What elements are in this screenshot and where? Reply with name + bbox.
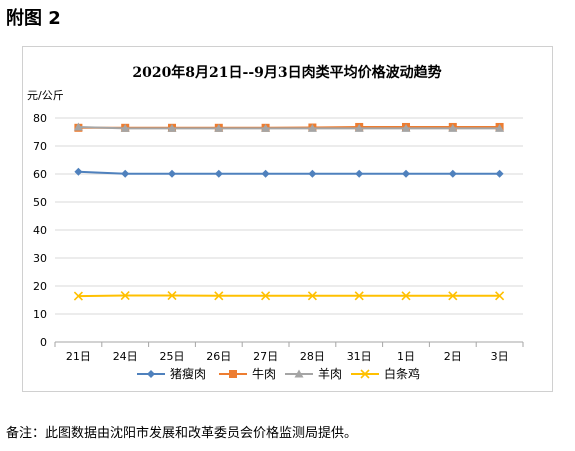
y-tick-label: 30	[33, 252, 47, 265]
data-point-marker	[167, 290, 177, 301]
data-point-marker	[401, 291, 411, 301]
legend-item: 羊肉	[285, 366, 342, 381]
marker-stroke	[214, 291, 224, 301]
marker-stroke	[448, 291, 458, 301]
data-point-marker	[74, 167, 83, 176]
data-point-marker	[229, 370, 237, 378]
x-tick-label: 26日	[206, 350, 231, 363]
data-point-marker	[360, 369, 370, 379]
line-chart: 2020年8月21日--9月3日肉类平均价格波动趋势 元/公斤 0 10 20 30 4…	[27, 64, 524, 381]
data-point-marker	[214, 169, 223, 178]
series-line	[78, 170, 500, 175]
data-point-marker	[73, 291, 83, 301]
x-tick-label: 31日	[347, 350, 372, 363]
series-0	[74, 167, 504, 178]
chart-title: 2020年8月21日--9月3日肉类平均价格波动趋势	[132, 64, 441, 81]
data-point-marker	[495, 291, 505, 301]
series-line	[78, 125, 500, 130]
series-2	[73, 122, 505, 132]
data-point-marker	[261, 169, 270, 178]
data-point-marker	[168, 169, 176, 178]
x-tick-label: 3日	[491, 350, 509, 363]
y-tick-label: 80	[33, 112, 47, 125]
legend-label: 猪瘦肉	[170, 366, 206, 381]
legend-label: 羊肉	[318, 366, 342, 381]
marker-stroke	[354, 291, 364, 301]
legend-item: 白条鸡	[351, 366, 420, 381]
chart-area: 2020年8月21日--9月3日肉类平均价格波动趋势 元/公斤 0 10 20 30 4…	[22, 46, 553, 392]
axes: 0 10 20 30 40 50 60 70 80 21日 24日 25日 26日 27日 28日 31日 1日…	[33, 112, 524, 363]
marker-stroke	[261, 291, 271, 301]
data-point-marker	[121, 169, 130, 178]
data-point-marker	[448, 123, 458, 132]
data-point-marker	[307, 123, 317, 132]
data-point-marker	[214, 123, 224, 132]
data-point-marker	[354, 123, 364, 132]
series-line	[78, 294, 500, 298]
data-point-marker	[402, 169, 410, 178]
data-point-marker	[261, 123, 271, 132]
x-tick-label: 21日	[66, 350, 91, 363]
data-point-marker	[214, 291, 224, 301]
data-point-marker	[73, 122, 83, 131]
gridlines	[55, 117, 523, 315]
legend-label: 白条鸡	[384, 366, 420, 381]
legend-label: 牛肉	[252, 366, 276, 381]
footnote: 备注：此图数据由沈阳市发展和改革委员会价格监测局提供。	[6, 426, 358, 441]
data-point-marker	[354, 291, 364, 301]
y-tick-label: 40	[33, 224, 47, 237]
y-tick-label: 0	[40, 336, 47, 349]
data-point-marker	[167, 123, 177, 132]
legend-item: 猪瘦肉	[137, 366, 206, 381]
y-tick-label: 20	[33, 280, 47, 293]
data-point-marker	[401, 123, 411, 132]
data-point-marker	[308, 169, 317, 178]
data-point-marker	[307, 291, 317, 301]
data-point-marker	[294, 369, 304, 378]
marker-stroke	[307, 291, 317, 301]
data-point-marker	[448, 169, 457, 178]
x-tick-label: 25日	[160, 350, 185, 363]
data-point-marker	[495, 169, 504, 178]
marker-stroke	[401, 291, 411, 301]
marker-stroke	[495, 291, 505, 301]
y-tick-label: 50	[33, 196, 47, 209]
data-point-marker	[261, 291, 271, 301]
x-tick-label: 1日	[397, 350, 415, 363]
data-point-marker	[120, 123, 130, 132]
marker-stroke	[120, 290, 130, 301]
data-point-marker	[120, 290, 130, 301]
data-point-marker	[147, 370, 155, 378]
x-tick-label: 24日	[113, 350, 138, 363]
marker-stroke	[167, 290, 177, 301]
data-point-marker	[495, 123, 505, 132]
data-point-marker	[448, 291, 458, 301]
marker-stroke	[360, 369, 370, 379]
x-tick-label: 28日	[300, 350, 325, 363]
series-3	[73, 290, 505, 301]
y-tick-label: 60	[33, 168, 47, 181]
legend-item: 牛肉	[219, 366, 276, 381]
y-tick-label: 10	[33, 308, 47, 321]
marker-stroke	[73, 291, 83, 301]
y-tick-label: 70	[33, 140, 47, 153]
series-group	[73, 122, 505, 301]
page-title: 附图 2	[6, 8, 61, 29]
x-tick-label: 27日	[253, 350, 278, 363]
x-tick-label: 2日	[444, 350, 462, 363]
data-point-marker	[355, 169, 364, 178]
legend: 猪瘦肉 牛肉 羊肉 白条鸡	[137, 366, 420, 381]
y-axis-unit-label: 元/公斤	[27, 89, 64, 102]
